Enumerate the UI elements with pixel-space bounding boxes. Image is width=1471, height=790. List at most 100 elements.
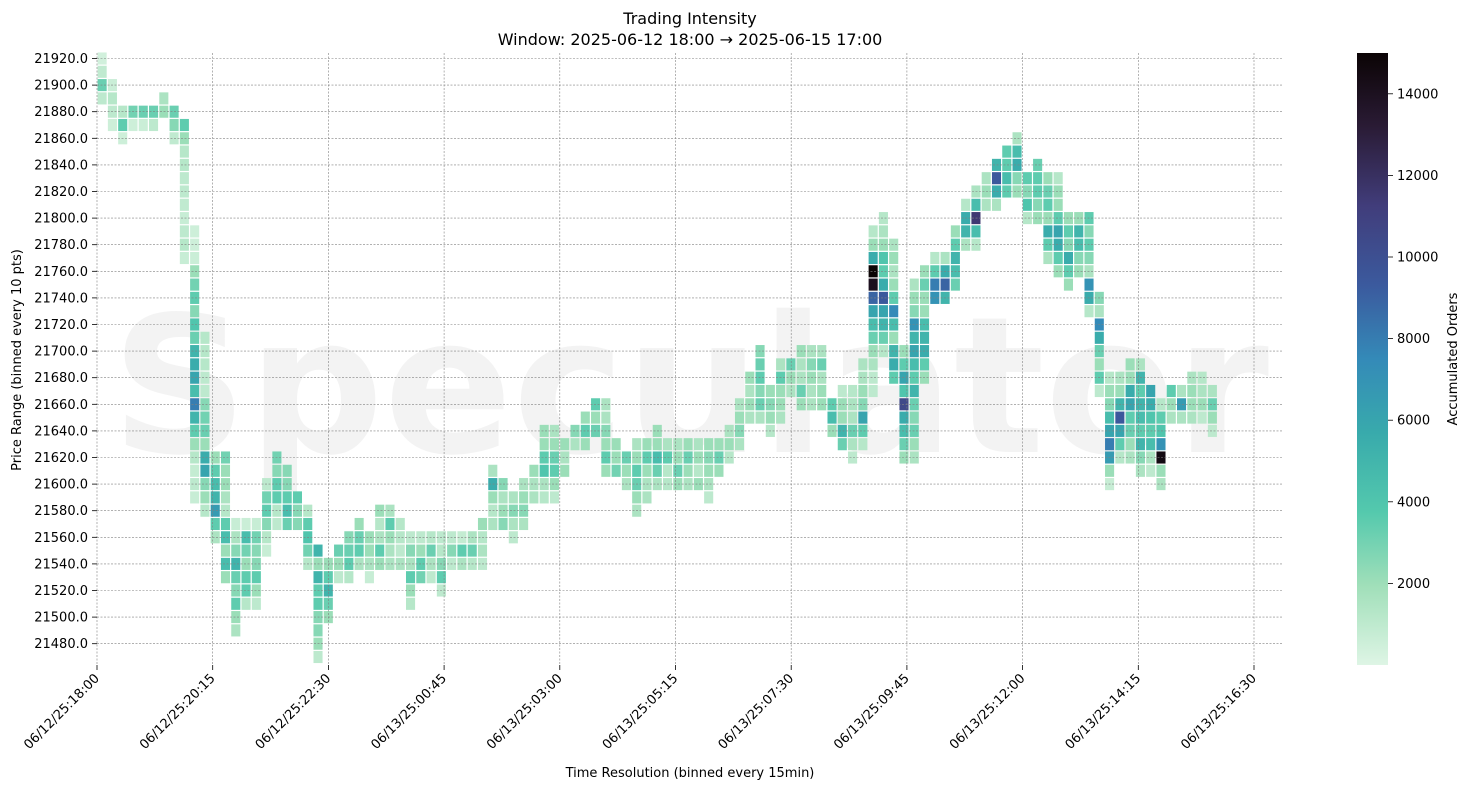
grid-lines xyxy=(96,53,1282,665)
heatmap-cell xyxy=(796,358,806,371)
colorbar-label: Accumulated Orders xyxy=(1446,292,1461,425)
heatmap-cell xyxy=(508,491,518,504)
x-tick-label: 06/13/25:12:00 xyxy=(947,671,1028,752)
heatmap-cell xyxy=(878,305,888,318)
heatmap-cell xyxy=(1105,438,1115,451)
heatmap-cell xyxy=(1105,464,1115,477)
heatmap-cell xyxy=(118,118,128,132)
y-tick-label: 21500.0 xyxy=(34,611,88,626)
heatmap-cell xyxy=(642,464,652,477)
heatmap-cell xyxy=(539,451,549,464)
heatmap-cell xyxy=(1002,158,1012,171)
heatmap-cell xyxy=(848,424,858,437)
heatmap-cell xyxy=(210,478,220,491)
heatmap-cell xyxy=(508,504,518,517)
heatmap-cell xyxy=(878,212,888,225)
heatmap-cell xyxy=(334,544,344,557)
heatmap-cell xyxy=(878,238,888,251)
heatmap-cell xyxy=(601,438,611,451)
heatmap-cell xyxy=(508,517,518,531)
colorbar-tick-label: 4000 xyxy=(1397,495,1430,510)
heatmap-cell xyxy=(1207,424,1217,437)
heatmap-cell xyxy=(220,531,231,544)
heatmap-cell xyxy=(848,411,858,424)
heatmap-cell xyxy=(1135,358,1145,371)
heatmap-cell xyxy=(889,251,899,265)
y-tick-label: 21540.0 xyxy=(34,557,88,572)
heatmap-cell xyxy=(1053,225,1063,238)
heatmap-cell xyxy=(621,464,631,477)
heatmap-cell xyxy=(745,384,755,398)
y-tick-label: 21520.0 xyxy=(34,584,88,599)
heatmap-cell xyxy=(724,424,734,437)
heatmap-cell xyxy=(313,544,323,557)
heatmap-cell xyxy=(601,411,611,424)
heatmap-cell xyxy=(1033,172,1043,185)
heatmap-cell xyxy=(570,424,580,437)
heatmap-cell xyxy=(231,557,241,570)
heatmap-cell xyxy=(642,438,652,451)
heatmap-cell xyxy=(663,464,673,477)
heatmap-cell xyxy=(899,438,909,451)
heatmap-cell xyxy=(539,438,549,451)
heatmap-cell xyxy=(1187,384,1197,398)
heatmap-cell xyxy=(868,358,878,371)
heatmap-cell xyxy=(1156,398,1166,411)
heatmap-cell xyxy=(704,464,714,477)
heatmap-cell xyxy=(1043,238,1053,251)
heatmap-cell xyxy=(1012,185,1022,198)
heatmap-cell xyxy=(560,451,570,464)
heatmap-cell xyxy=(1033,185,1043,198)
y-tick-label: 21840.0 xyxy=(34,158,88,173)
heatmap-cell xyxy=(755,358,765,371)
heatmap-cell xyxy=(282,491,292,504)
heatmap-cell xyxy=(632,464,642,477)
heatmap-cell xyxy=(704,478,714,491)
heatmap-cell xyxy=(889,265,899,278)
y-tick-label: 21720.0 xyxy=(34,318,88,333)
x-tick-label: 06/13/25:09:45 xyxy=(831,671,912,752)
heatmap-cell xyxy=(190,424,200,437)
heatmap-cell xyxy=(179,185,189,198)
heatmap-cell xyxy=(765,384,775,398)
heatmap-cell xyxy=(1166,384,1176,398)
heatmap-cell xyxy=(200,371,210,384)
heatmap-cell xyxy=(292,517,302,531)
heatmap-cell xyxy=(200,451,210,464)
heatmap-cell xyxy=(858,438,868,451)
heatmap-cell xyxy=(1063,225,1073,238)
heatmap-cell xyxy=(1156,478,1166,491)
heatmap-cell xyxy=(406,557,416,570)
heatmap-cell xyxy=(241,517,251,531)
heatmap-cell xyxy=(693,451,703,464)
heatmap-cell xyxy=(1094,331,1104,344)
heatmap-cell xyxy=(611,464,621,477)
heatmap-cell xyxy=(488,464,498,477)
y-axis-ticks: 21920.0 21900.0 21880.0 21860.0 21840.0 21820… xyxy=(34,52,97,652)
heatmap-cell xyxy=(889,291,899,304)
heatmap-cell xyxy=(364,544,374,557)
heatmap-cell xyxy=(724,438,734,451)
heatmap-cell xyxy=(200,398,210,411)
heatmap-cell xyxy=(580,411,590,424)
heatmap-cell xyxy=(683,438,693,451)
x-tick-label: 06/12/25:18:00 xyxy=(21,671,102,752)
heatmap-cell xyxy=(375,544,385,557)
heatmap-cell xyxy=(313,597,323,610)
heatmap-cell xyxy=(190,305,200,318)
colorbar-tick-label: 8000 xyxy=(1397,332,1430,347)
heatmap-cell xyxy=(909,358,919,371)
heatmap-cell xyxy=(776,411,786,424)
y-tick-label: 21700.0 xyxy=(34,345,88,360)
heatmap-cell xyxy=(930,278,940,291)
heatmap-cell xyxy=(406,531,416,544)
heatmap-cell xyxy=(920,331,930,344)
heatmap-cell xyxy=(549,464,559,477)
heatmap-cell xyxy=(1135,411,1145,424)
heatmap-cell xyxy=(1166,398,1176,411)
heatmap-cell xyxy=(375,517,385,531)
y-tick-label: 21660.0 xyxy=(34,398,88,413)
heatmap-cell xyxy=(395,531,405,544)
heatmap-cell xyxy=(693,464,703,477)
heatmap-cell xyxy=(868,318,878,331)
